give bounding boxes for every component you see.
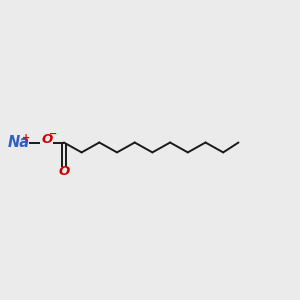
Text: O: O [41, 133, 53, 146]
Text: −: − [49, 128, 57, 139]
Text: Na: Na [8, 135, 30, 150]
Text: O: O [58, 165, 70, 178]
Text: +: + [22, 133, 30, 143]
